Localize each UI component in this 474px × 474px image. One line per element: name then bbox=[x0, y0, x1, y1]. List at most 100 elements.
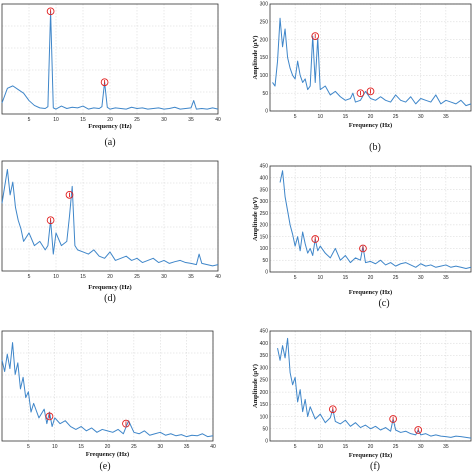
peak-marker-circle bbox=[366, 87, 375, 96]
plot-frame bbox=[1, 3, 219, 115]
panel-c: 5 10 15 20 25 30 35050100150200250300350400450… bbox=[252, 164, 472, 309]
series-line bbox=[277, 337, 472, 439]
series-line bbox=[1, 342, 214, 438]
y-tick-label: 200 bbox=[260, 223, 269, 229]
plot-frame bbox=[1, 330, 214, 442]
x-tick-label: 20 bbox=[105, 444, 111, 450]
y-axis-label: Amplitude (μV) bbox=[252, 364, 259, 408]
x-tick-label: 35 bbox=[443, 275, 449, 281]
panel-caption: (d) bbox=[104, 293, 116, 304]
peak-marker-circle bbox=[100, 78, 109, 87]
x-tick-label: 20 bbox=[107, 117, 113, 123]
x-tick-label: 5 bbox=[294, 114, 297, 120]
x-tick-label: 5 bbox=[28, 117, 31, 123]
plot-frame bbox=[269, 3, 472, 112]
x-tick-label: 5 bbox=[294, 275, 297, 281]
panel-caption: (e) bbox=[99, 461, 110, 472]
y-tick-label: 250 bbox=[260, 20, 269, 26]
panel-d: 5 10 15 20 25 30 35 40 Frequency (Hz) (d) bbox=[1, 160, 221, 304]
plot-frame bbox=[269, 330, 472, 442]
x-tick-label: 15 bbox=[80, 117, 86, 123]
x-tick-label: 40 bbox=[210, 444, 216, 450]
x-tick-label: 20 bbox=[368, 114, 374, 120]
x-tick-label: 35 bbox=[443, 444, 449, 450]
y-tick-label: 100 bbox=[260, 73, 269, 79]
y-tick-label: 0 bbox=[265, 109, 268, 115]
y-tick-label: 350 bbox=[260, 353, 269, 359]
series-line bbox=[1, 168, 219, 267]
plot-frame bbox=[1, 160, 219, 272]
x-tick-label: 5 bbox=[294, 444, 297, 450]
x-tick-label: 25 bbox=[393, 114, 399, 120]
x-axis-label: Frequency (Hz) bbox=[88, 284, 131, 291]
y-axis-label: Amplitude (μV) bbox=[252, 36, 259, 80]
x-tick-label: 15 bbox=[78, 444, 84, 450]
y-tick-label: 300 bbox=[260, 365, 269, 371]
x-tick-label: 10 bbox=[317, 114, 323, 120]
y-tick-label: 150 bbox=[260, 234, 269, 240]
series-line bbox=[279, 170, 472, 269]
y-tick-label: 150 bbox=[260, 402, 269, 408]
y-tick-label: 250 bbox=[260, 378, 269, 384]
peak-marker-circle bbox=[359, 244, 367, 253]
y-axis-label: Amplitude (μV) bbox=[252, 197, 259, 241]
y-tick-label: 300 bbox=[260, 2, 269, 8]
series-line bbox=[272, 17, 472, 107]
peak-marker-circle bbox=[46, 7, 55, 16]
x-tick-label: 25 bbox=[393, 444, 399, 450]
plot-frame bbox=[269, 165, 472, 273]
peak-marker-circle bbox=[122, 419, 130, 428]
x-axis-label: Frequency (Hz) bbox=[86, 451, 129, 458]
x-tick-label: 10 bbox=[53, 274, 59, 280]
y-tick-label: 50 bbox=[262, 91, 268, 97]
y-tick-label: 0 bbox=[265, 439, 268, 445]
y-tick-label: 200 bbox=[260, 390, 269, 396]
y-tick-label: 450 bbox=[260, 164, 269, 170]
x-tick-label: 30 bbox=[157, 444, 163, 450]
x-tick-label: 10 bbox=[317, 275, 323, 281]
x-tick-label: 25 bbox=[134, 117, 140, 123]
panel-caption: (a) bbox=[104, 137, 115, 148]
y-tick-label: 200 bbox=[260, 37, 269, 43]
x-axis-label: Frequency (Hz) bbox=[88, 123, 131, 130]
x-tick-label: 10 bbox=[317, 444, 323, 450]
x-axis-label: Frequency (Hz) bbox=[349, 289, 392, 296]
x-tick-label: 15 bbox=[343, 114, 349, 120]
panel-caption: (c) bbox=[378, 298, 389, 309]
x-tick-label: 30 bbox=[418, 444, 424, 450]
panel-a: 5 10 15 20 25 30 35 40 Frequency (Hz) (a) bbox=[1, 3, 221, 148]
x-tick-label: 30 bbox=[161, 117, 167, 123]
y-tick-label: 400 bbox=[260, 341, 269, 347]
y-tick-label: 450 bbox=[260, 329, 269, 335]
x-tick-label: 35 bbox=[443, 114, 449, 120]
y-tick-label: 250 bbox=[260, 211, 269, 217]
panel-caption: (f) bbox=[370, 461, 380, 472]
peak-marker-circle bbox=[389, 415, 397, 423]
peak-marker-circle bbox=[414, 426, 423, 434]
x-tick-label: 30 bbox=[161, 274, 167, 280]
panel-f: 5 10 15 20 25 30 35050100150200250300350400450… bbox=[252, 329, 472, 472]
x-tick-label: 25 bbox=[134, 274, 140, 280]
peak-marker-circle bbox=[311, 32, 320, 40]
y-tick-label: 350 bbox=[260, 187, 269, 193]
peak-marker-circle bbox=[356, 89, 365, 98]
x-tick-label: 5 bbox=[28, 274, 31, 280]
y-tick-label: 300 bbox=[260, 199, 269, 205]
x-tick-label: 10 bbox=[53, 117, 59, 123]
panel-e: 5 10 15 20 25 30 35 40 Frequency (Hz) (e) bbox=[1, 330, 216, 472]
x-axis-label: Frequency (Hz) bbox=[349, 452, 392, 459]
x-tick-label: 35 bbox=[188, 117, 194, 123]
x-tick-label: 10 bbox=[52, 444, 58, 450]
y-tick-label: 100 bbox=[260, 414, 269, 420]
x-tick-label: 35 bbox=[188, 274, 194, 280]
peak-marker-circle bbox=[328, 405, 337, 414]
y-tick-label: 400 bbox=[260, 175, 269, 181]
x-tick-label: 5 bbox=[27, 444, 30, 450]
x-tick-label: 15 bbox=[80, 274, 86, 280]
x-axis-label: Frequency (Hz) bbox=[349, 122, 392, 129]
x-tick-label: 35 bbox=[184, 444, 190, 450]
y-tick-label: 0 bbox=[265, 270, 268, 276]
x-tick-label: 20 bbox=[368, 444, 374, 450]
x-tick-label: 25 bbox=[131, 444, 137, 450]
